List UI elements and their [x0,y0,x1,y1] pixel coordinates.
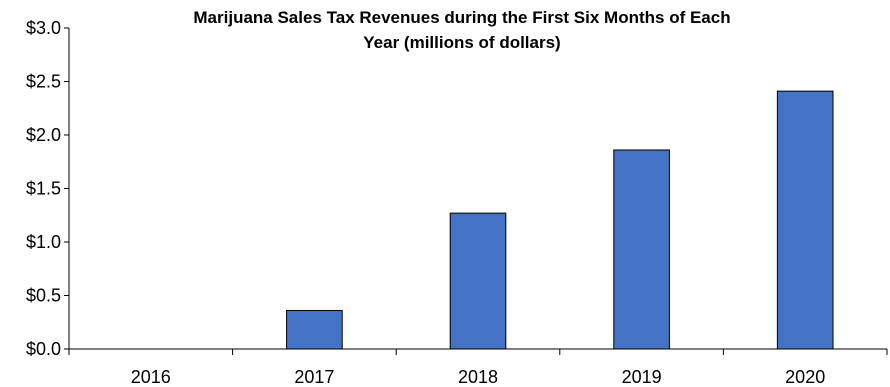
chart-title-line-2: Year (millions of dollars) [363,33,560,52]
y-tick-label: $0.0 [26,339,61,359]
x-tick-label: 2019 [622,367,662,387]
plot-area: $0.0 $0.5 $1.0 $1.5 $2.0 $2.5 $3.0 2016 2017 2018… [26,18,888,387]
x-tick-label: 2016 [131,367,171,387]
bar [286,309,343,350]
x-tick-label: 2017 [294,367,334,387]
x-tick-label: 2020 [785,367,825,387]
bar [776,90,834,350]
bar [613,149,670,350]
y-tick-label: $0.5 [26,286,61,306]
y-tick-label: $2.0 [26,125,61,145]
bar [449,212,507,350]
y-tick-label: $3.0 [26,18,61,38]
x-tick-label: 2018 [458,367,498,387]
y-tick-label: $2.5 [26,72,61,92]
y-tick-label: $1.0 [26,232,61,252]
chart-title-line-1: Marijuana Sales Tax Revenues during the … [193,8,730,27]
y-tick-label: $1.5 [26,179,61,199]
